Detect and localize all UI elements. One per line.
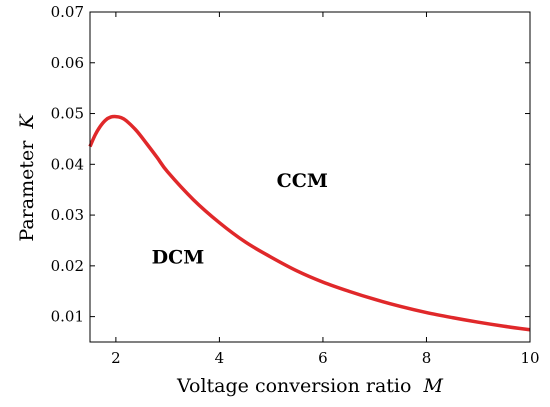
annotations: CCM DCM: [152, 170, 328, 268]
plot-lines: [88, 114, 531, 332]
x-tick-label: 6: [318, 349, 328, 367]
series-line: [88, 114, 531, 332]
region-label-dcm: DCM: [152, 246, 205, 268]
x-tick-label: 10: [520, 349, 539, 367]
y-tick-label: 0.06: [51, 54, 84, 72]
x-tick-label: 2: [111, 349, 121, 367]
y-tick-label: 0.02: [51, 257, 84, 275]
y-axis-title-text: Parameter: [16, 140, 38, 242]
x-axis-title-variable: M: [422, 375, 443, 397]
x-axis-title-text: Voltage conversion ratio: [176, 375, 411, 397]
y-axis-title: Parameter K: [16, 113, 38, 242]
y-axis-title-variable: K: [16, 113, 38, 130]
x-tick-label: 4: [215, 349, 225, 367]
y-tick-label: 0.03: [51, 206, 84, 224]
x-axis-title: Voltage conversion ratio M: [176, 375, 443, 397]
y-tick-label: 0.04: [51, 155, 84, 173]
plot-frame: [89, 11, 531, 343]
x-tick-label: 8: [422, 349, 432, 367]
svg-text:Parameter K: Parameter K: [16, 113, 38, 242]
region-label-ccm: CCM: [277, 170, 328, 192]
y-tick-label: 0.01: [51, 308, 84, 326]
axis-ticks: 2 4 6 8 10 0.01 0.02 0.03 0.04 0.05 0.06 0.07: [51, 3, 540, 367]
y-tick-label: 0.05: [51, 105, 84, 123]
y-tick-label: 0.07: [51, 3, 84, 21]
